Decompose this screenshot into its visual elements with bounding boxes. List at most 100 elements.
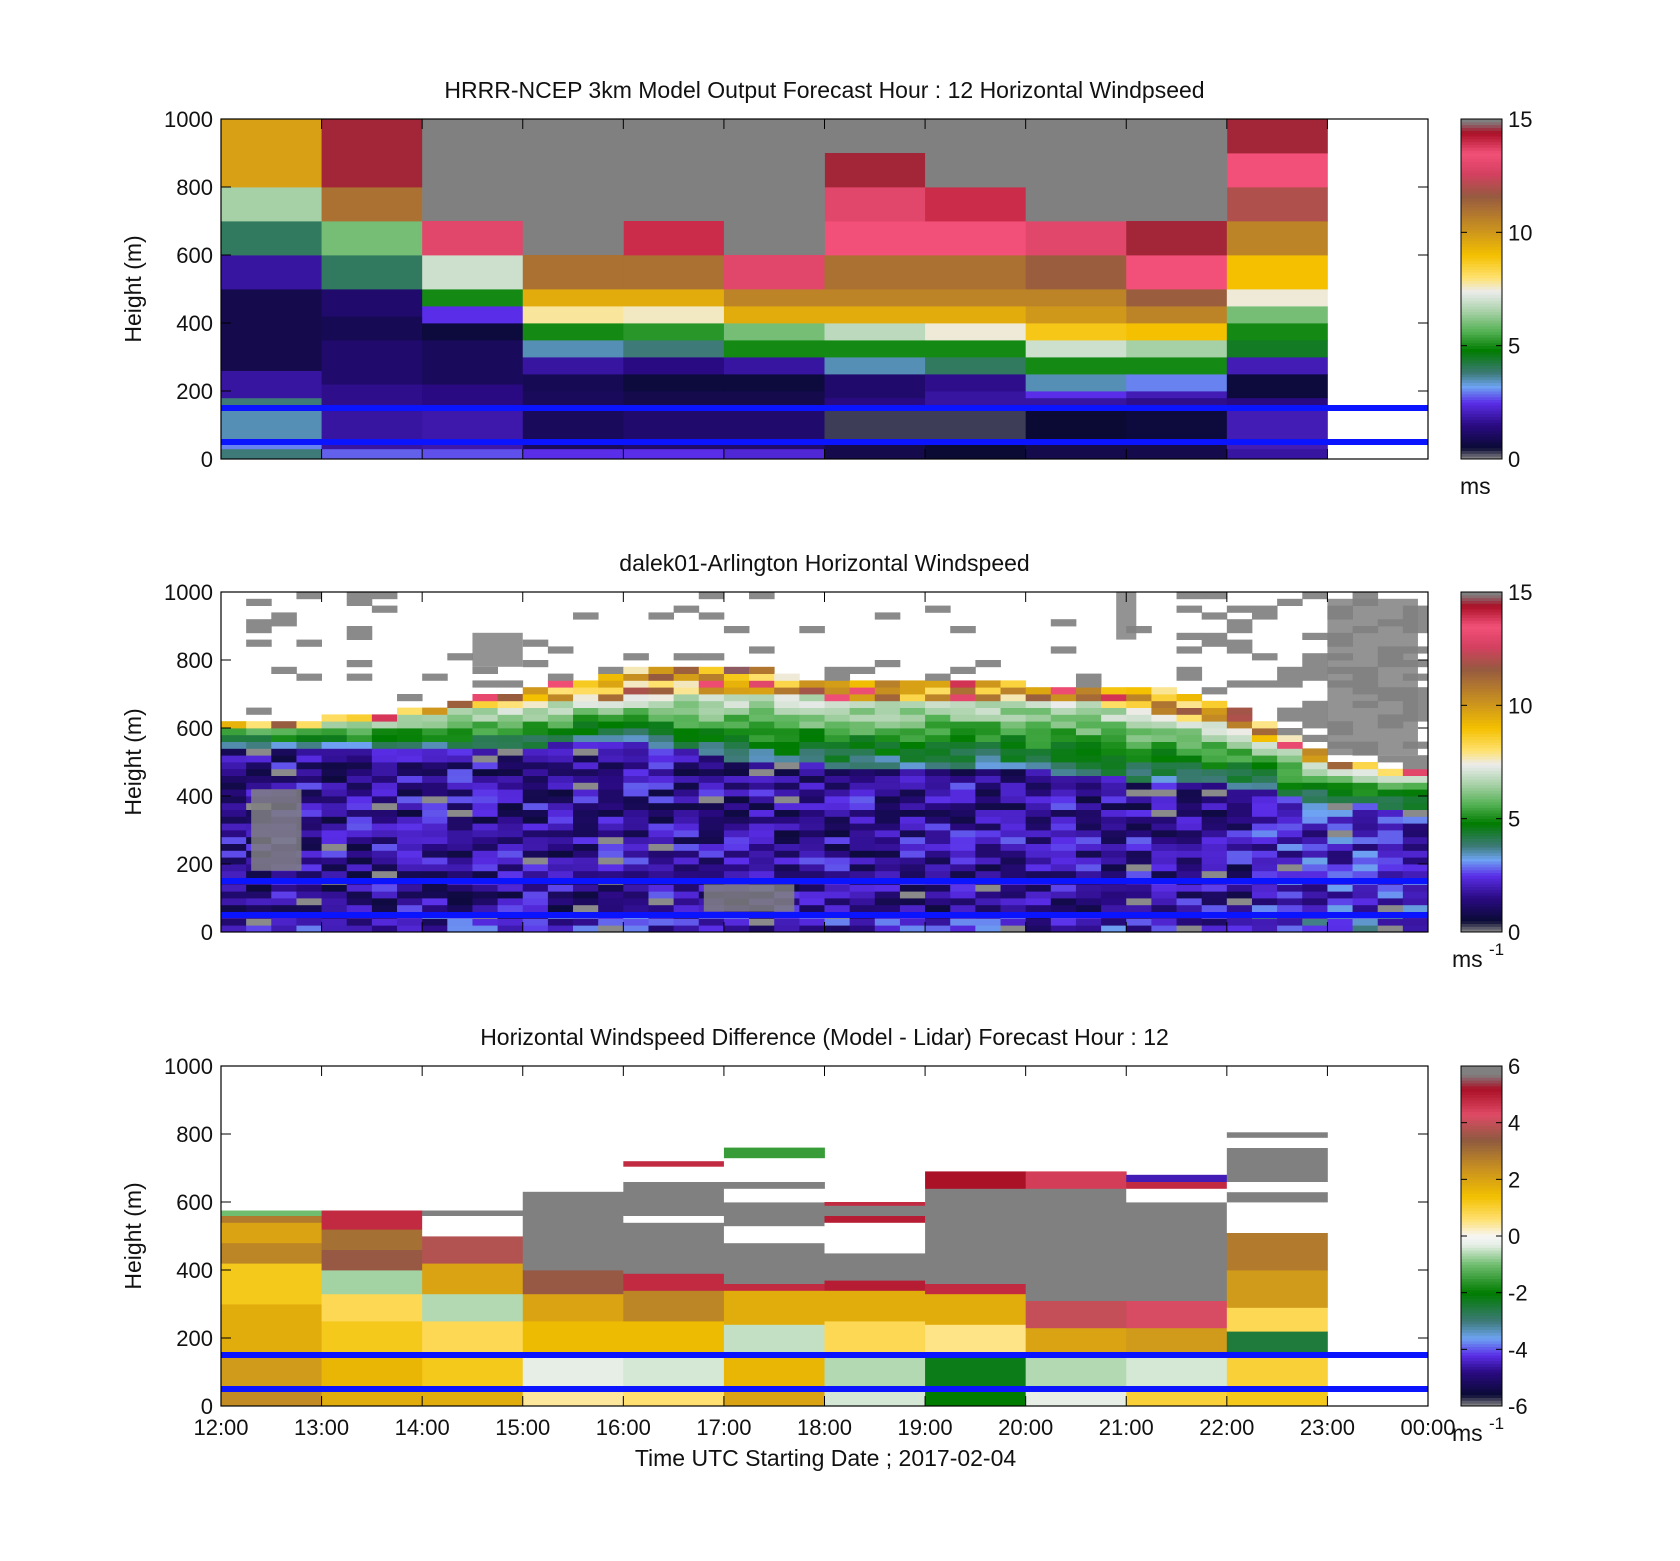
heat-cell — [723, 255, 825, 290]
heat-cell — [1151, 714, 1177, 722]
heat-cell — [472, 816, 499, 824]
heat-cell — [824, 898, 851, 906]
heat-cell — [598, 666, 624, 674]
colorbar-segment — [1461, 838, 1502, 842]
heat-cell — [296, 734, 322, 742]
heat-cell — [623, 1166, 725, 1182]
heat-cell — [1126, 925, 1152, 933]
heat-cell — [1025, 864, 1052, 872]
heat-cell — [1201, 809, 1228, 817]
heat-cell — [698, 768, 725, 776]
missing-data-block — [1025, 119, 1127, 187]
heat-cell — [975, 775, 1001, 783]
colorbar-segment — [1461, 1151, 1502, 1155]
heat-cell — [1302, 891, 1328, 899]
heat-cell — [1277, 728, 1303, 736]
heat-cell — [975, 694, 1001, 702]
heat-cell — [246, 898, 272, 906]
heat-cell — [1226, 768, 1253, 776]
heat-cell — [698, 857, 725, 865]
colorbar-segment — [1461, 830, 1502, 834]
heat-cell — [296, 898, 322, 906]
heat-cell — [749, 789, 775, 797]
heat-cell — [346, 857, 373, 865]
heat-cell — [975, 707, 1001, 715]
colorbar-segment — [1461, 1360, 1502, 1364]
heat-cell — [1327, 836, 1353, 844]
heat-cell — [1151, 891, 1177, 899]
heat-cell — [1050, 836, 1077, 844]
heat-cell — [1025, 306, 1127, 324]
heat-cell — [698, 870, 725, 878]
heat-cell — [321, 823, 348, 831]
heat-cell — [1126, 1355, 1228, 1390]
heat-cell — [849, 864, 876, 872]
heat-cell — [371, 605, 398, 613]
missing-data-block — [251, 789, 302, 871]
heat-cell — [522, 721, 549, 729]
heat-cell — [925, 707, 951, 715]
heat-cell — [824, 306, 926, 324]
heat-cell — [1075, 830, 1102, 838]
colorbar-segment — [1461, 1270, 1502, 1274]
heat-cell — [950, 728, 976, 736]
heat-cell — [723, 1147, 825, 1159]
heat-cell — [1226, 1331, 1328, 1356]
heat-cell — [698, 721, 725, 729]
heat-cell — [723, 687, 750, 695]
heat-cell — [1352, 836, 1379, 844]
colorbar-segment — [1461, 1204, 1502, 1209]
heat-cell — [221, 1304, 322, 1356]
heat-cell — [497, 734, 524, 742]
heat-cell — [925, 802, 951, 810]
colorbar-segment — [1461, 246, 1502, 250]
heat-cell — [573, 891, 599, 899]
heat-cell — [975, 802, 1001, 810]
heat-cell — [346, 823, 373, 831]
heat-cell — [547, 904, 574, 912]
heat-cell — [547, 687, 574, 695]
heat-cell — [824, 255, 926, 290]
heat-cell — [422, 843, 448, 851]
heat-cell — [447, 836, 473, 844]
heat-cell — [246, 762, 272, 770]
heat-cell — [975, 925, 1001, 933]
heat-cell — [1251, 904, 1278, 912]
heat-cell — [1226, 816, 1253, 824]
colorbar-segment — [1461, 841, 1502, 845]
heat-cell — [1176, 721, 1203, 729]
heat-cell — [221, 1389, 322, 1407]
heat-cell — [547, 721, 574, 729]
heat-cell — [975, 898, 1001, 906]
heat-cell — [749, 802, 775, 810]
heat-cell — [547, 918, 574, 926]
heat-cell — [874, 850, 901, 858]
heat-cell — [1226, 823, 1253, 831]
heat-cell — [975, 660, 1001, 668]
heat-cell — [1277, 768, 1303, 776]
heat-cell — [346, 673, 373, 681]
heat-cell — [950, 864, 976, 872]
heat-cell — [1176, 762, 1203, 770]
panel-1: HRRR-NCEP 3km Model Output Forecast Hour… — [120, 77, 1532, 499]
heat-cell — [1302, 789, 1328, 797]
colorbar-segment — [1461, 872, 1502, 876]
heat-cell — [1302, 898, 1328, 906]
colorbar-segment — [1461, 269, 1502, 273]
heat-cell — [371, 796, 398, 804]
heat-cell — [598, 768, 624, 776]
heat-cell — [925, 694, 951, 702]
colorbar-segment — [1461, 733, 1502, 737]
heat-cell — [1126, 707, 1152, 715]
heat-cell — [472, 836, 499, 844]
heat-cell — [698, 748, 725, 756]
heat-cell — [1025, 836, 1052, 844]
heat-cell — [1277, 789, 1303, 797]
heat-cell — [623, 836, 649, 844]
heat-cell — [522, 687, 549, 695]
heat-cell — [749, 782, 775, 790]
heat-cell — [1126, 1242, 1228, 1301]
heat-cell — [598, 823, 624, 831]
heat-cell — [925, 870, 951, 878]
